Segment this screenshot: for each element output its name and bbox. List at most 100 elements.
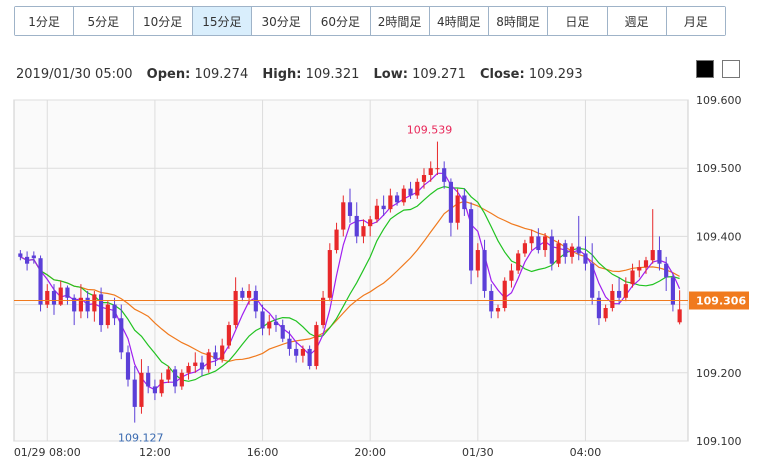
candle-body — [421, 175, 427, 182]
candle-body — [146, 372, 151, 387]
candle-body — [220, 345, 225, 360]
candle-body — [381, 205, 386, 210]
candle-body — [112, 304, 117, 319]
timeframe-tab[interactable]: 週足 — [607, 7, 667, 35]
candle-body — [596, 297, 601, 319]
candle-body — [166, 369, 171, 380]
y-tick-label: 109.100 — [696, 435, 742, 448]
timeframe-tab[interactable]: 5分足 — [74, 7, 134, 35]
light-theme-toggle[interactable] — [722, 60, 740, 78]
candle-body — [139, 372, 144, 407]
y-tick-label: 109.600 — [696, 94, 742, 107]
x-tick-label: 12:00 — [139, 446, 171, 459]
candle-body — [294, 348, 299, 356]
candle-body — [92, 294, 97, 312]
candle-body — [536, 236, 541, 251]
candle-body — [442, 168, 447, 182]
candle-body — [327, 250, 332, 298]
dark-theme-toggle[interactable] — [696, 60, 714, 78]
timeframe-tab[interactable]: 10分足 — [133, 7, 193, 35]
candle-body — [193, 362, 198, 366]
candle-body — [475, 250, 480, 271]
y-tick-label: 109.200 — [696, 367, 742, 380]
candle-body — [287, 338, 292, 349]
candle-body — [395, 195, 400, 203]
candle-body — [563, 243, 568, 257]
x-tick-label: 20:00 — [354, 446, 386, 459]
timeframe-tab[interactable]: 2時間足 — [370, 7, 430, 35]
candle-body — [630, 270, 635, 285]
candle-body — [132, 379, 137, 407]
candle-body — [119, 318, 124, 353]
ma-long-line — [20, 200, 680, 363]
candle-body — [347, 202, 353, 216]
timeframe-tab[interactable]: 30分足 — [252, 7, 312, 35]
candle-body — [583, 253, 588, 264]
candle-body — [549, 236, 554, 264]
candle-body — [280, 325, 285, 339]
candle-body — [125, 352, 131, 380]
timeframe-tab[interactable]: 15分足 — [192, 7, 252, 35]
timeframe-tab[interactable]: 60分足 — [311, 7, 371, 35]
candle-body — [45, 290, 50, 305]
candle-body — [664, 263, 669, 278]
candle-body — [603, 308, 608, 319]
candle-body — [610, 290, 615, 309]
candle-body — [435, 168, 440, 170]
candle-body — [489, 290, 494, 312]
close-label: Close: — [480, 67, 525, 82]
high-annotation: 109.539 — [407, 124, 453, 137]
close-value: 109.293 — [528, 67, 583, 82]
candle-body — [617, 290, 622, 298]
candle-body — [18, 253, 23, 257]
y-tick-label: 109.500 — [696, 162, 742, 175]
low-value: 109.271 — [412, 67, 466, 82]
candle-body — [179, 372, 184, 387]
candle-body — [569, 246, 575, 257]
timeframe-tab[interactable]: 8時間足 — [489, 7, 549, 35]
candle-body — [388, 195, 393, 210]
candle-body — [516, 253, 521, 271]
open-label: Open: — [146, 67, 191, 82]
ma-short-line — [20, 172, 681, 391]
candle-body — [152, 386, 157, 394]
candle-body — [72, 297, 77, 312]
candle-body — [455, 195, 460, 223]
ohlc-readout: 2019/01/30 05:00 Open: 109.274 High: 109… — [16, 67, 583, 82]
timeframe-tab[interactable]: 4時間足 — [429, 7, 489, 35]
candle-body — [206, 352, 211, 370]
candle-body — [354, 215, 359, 237]
low-label: Low: — [373, 67, 408, 82]
candle-body — [543, 236, 548, 251]
candle-body — [509, 270, 514, 281]
candle-body — [226, 325, 231, 346]
open-value: 109.274 — [194, 67, 249, 82]
x-tick-label: 01/30 — [462, 446, 494, 459]
current-price-tag — [689, 291, 749, 310]
candle-body — [415, 181, 420, 196]
candle-body — [38, 258, 43, 305]
x-tick-label: 04:00 — [570, 446, 602, 459]
candle-body — [556, 243, 561, 264]
candle-body — [213, 352, 218, 360]
candle-body — [240, 290, 245, 298]
candle-body — [361, 226, 366, 237]
candle-body — [186, 365, 191, 373]
candle-body — [462, 195, 467, 210]
candle-body — [25, 256, 30, 264]
timeframe-tab[interactable]: 月足 — [666, 7, 725, 35]
candle-body — [374, 205, 379, 220]
ohlc-datetime: 2019/01/30 05:00 — [16, 67, 133, 82]
candle-body — [307, 348, 312, 366]
candle-body — [590, 263, 595, 298]
x-tick-label: 16:00 — [247, 446, 279, 459]
timeframe-tab[interactable]: 日足 — [548, 7, 608, 35]
candle-body — [502, 280, 507, 309]
candle-body — [522, 243, 527, 254]
candle-body — [495, 308, 501, 312]
low-annotation: 109.127 — [118, 432, 164, 445]
timeframe-tab[interactable]: 1分足 — [15, 7, 75, 35]
y-tick-label: 109.400 — [696, 230, 742, 243]
candle-body — [105, 304, 110, 326]
candle-body — [482, 250, 487, 291]
